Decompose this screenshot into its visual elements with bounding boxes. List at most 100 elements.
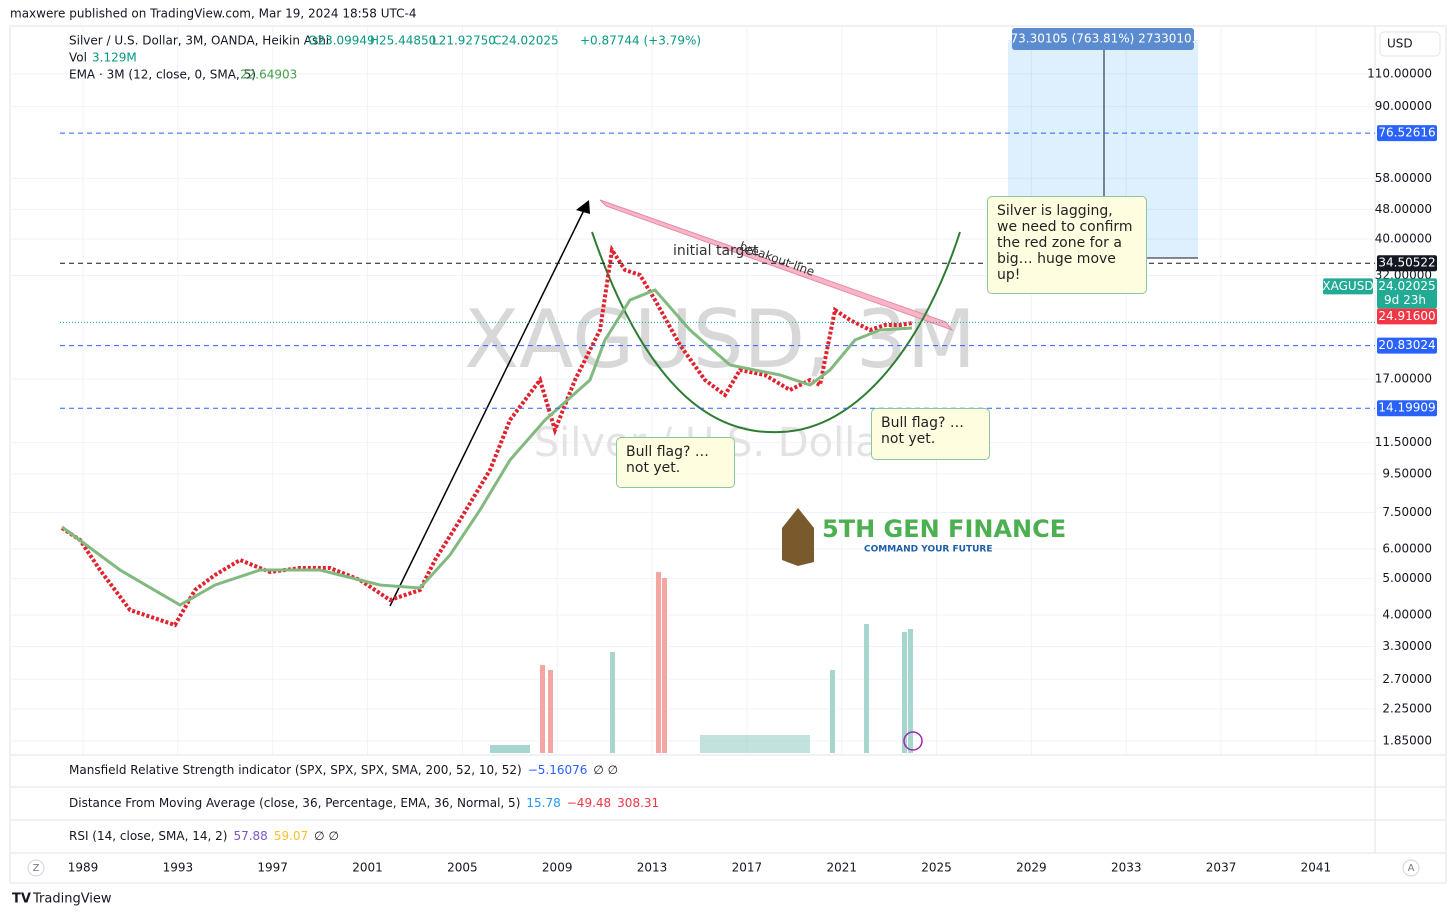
indicator-name: RSI (14, close, SMA, 14, 2) [69,829,227,843]
price-tag [1377,337,1437,354]
indicator-value: 59.07 [274,829,308,843]
indicator-value: 15.78 [526,796,560,810]
ema-value: 22.64903 [240,68,297,82]
volume-bar [610,652,615,753]
legend-close: C24.02025 [493,34,559,48]
time-tick-label: 2005 [447,861,478,875]
a-label: A [1408,863,1415,874]
price-tick-label: 40.00000 [1375,232,1432,246]
time-tick-label: 2025 [921,861,952,875]
price-tick-label: 3.30000 [1382,639,1432,653]
logo-name: 5TH GEN FINANCE [822,515,1066,543]
time-tick-label: 1993 [163,861,194,875]
time-tick-label: 1989 [68,861,99,875]
price-tick-label: 4.00000 [1382,608,1432,622]
legend-open: O23.09949 [308,34,375,48]
price-tick-label: 48.00000 [1375,202,1432,216]
price-tick-label: 11.50000 [1375,435,1432,449]
frame [9,25,1447,884]
logo-icon [782,508,814,566]
price-tick-label: 17.00000 [1375,371,1432,385]
legend-change: +0.87744 (+3.79%) [580,34,701,48]
volume-bar [864,624,869,753]
time-tick-label: 1997 [257,861,288,875]
indicator-value: −5.16076 [528,763,588,777]
currency-button[interactable] [1379,31,1441,57]
price-tag [1377,308,1437,325]
price-tag-label: 76.52616 [1378,126,1435,140]
symbol-tag [1323,278,1373,295]
z-button[interactable] [27,859,45,877]
logo-tagline: COMMAND YOUR FUTURE [864,545,992,555]
ema-line [61,288,913,607]
price-tick-label: 5.00000 [1382,571,1432,585]
price-tick-label: 9.50000 [1382,466,1432,480]
volume-bar [540,665,545,753]
legend-high: H25.44850 [370,34,436,48]
symbol-tag-label: XAGUSD [1322,279,1373,293]
indicator-value: 308.31 [617,796,659,810]
arrow-head [576,200,590,214]
price-tag-label: 34.50522 [1378,256,1435,270]
price-tag [1377,125,1437,142]
legend-symbol: Silver / U.S. Dollar, 3M, OANDA, Heikin … [69,34,329,48]
measure-label: 273.30105 (763.81%) 2733010.5 [1003,32,1203,46]
indicator-value: ∅ ∅ [314,829,339,843]
price-tick-label: 7.50000 [1382,505,1432,519]
footer-logo: 𝗧𝗩 [12,892,31,907]
price-tag [1377,255,1437,272]
volume-bar [908,629,913,753]
breakout-band [599,199,954,332]
currency: USD [1387,37,1413,51]
lagging-note: Silver is lagging, we need to confirm th… [987,196,1147,294]
a-button[interactable] [1402,859,1420,877]
volume-bar [656,572,661,753]
time-tick-label: 2017 [732,861,763,875]
time-tick-label: 2021 [826,861,857,875]
initial-target-label: initial target [673,243,759,259]
indicator-value: ∅ ∅ [593,763,618,777]
price-tag-label: 20.83024 [1378,338,1435,352]
flag-note: Bull flag? … not yet. [871,408,990,460]
price-tick-label: 90.00000 [1375,99,1432,113]
time-tick-label: 2009 [542,861,573,875]
countdown: 9d 23h [1384,293,1426,307]
ema-label: EMA · 3M (12, close, 0, SMA, 5) [69,68,256,82]
indicator-value: 57.88 [233,829,267,843]
flag-note: Bull flag? … not yet. [616,437,735,488]
indicator-name: Mansfield Relative Strength indicator (S… [69,763,522,777]
legend-low: L21.92750 [432,34,496,48]
volume-bar [662,578,667,753]
footer-brand: TradingView [32,892,112,907]
price-tag [1377,400,1437,417]
time-tick-label: 2041 [1301,861,1332,875]
time-tick-label: 2029 [1016,861,1047,875]
time-tick-label: 2037 [1206,861,1237,875]
time-tick-label: 2033 [1111,861,1142,875]
indicator-name: Distance From Moving Average (close, 36,… [69,796,520,810]
volume-bar [700,735,810,753]
vol-label: Vol [69,51,87,65]
price-tick-label: 2.70000 [1382,672,1432,686]
indicator-label: RSI (14, close, SMA, 14, 2) 57.88 59.07 ∅ ∅ [69,829,339,843]
cup-curve [591,231,961,434]
time-tick-label: 2013 [637,861,668,875]
price-tick-label: 58.00000 [1375,171,1432,185]
event-icon[interactable] [903,731,923,751]
time-tick-label: 2001 [352,861,383,875]
arrow-line [389,205,587,607]
volume-bar [902,632,907,753]
z-label: Z [33,863,40,874]
price-tick-label: 6.00000 [1382,541,1432,555]
price-tick-label: 1.85000 [1382,734,1432,748]
indicator-label: Mansfield Relative Strength indicator (S… [69,763,618,777]
price-tick-label: 2.25000 [1382,702,1432,716]
price-tag-label: 24.02025 [1378,279,1435,293]
indicator-value: −49.48 [567,796,611,810]
volume [490,572,913,753]
header-title: maxwere published on TradingView.com, Ma… [10,7,416,21]
measure-label-bg [1012,28,1194,50]
price-tick-label: 110.00000 [1367,66,1432,80]
volume-bar [830,670,835,753]
